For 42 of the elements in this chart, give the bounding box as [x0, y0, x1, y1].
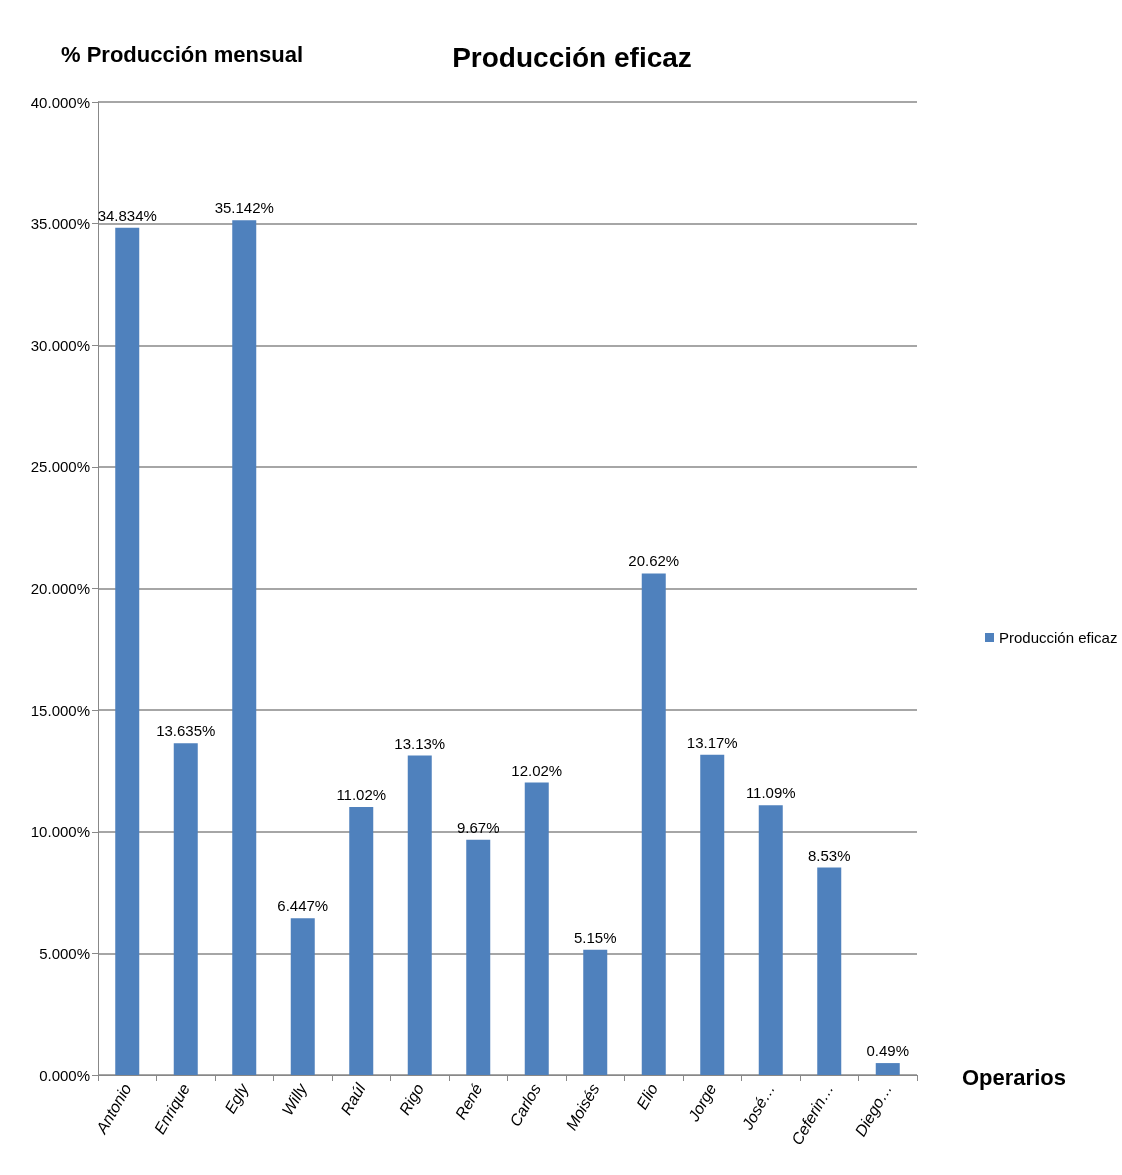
bar: [290, 918, 315, 1075]
bar: [641, 573, 666, 1075]
data-label: 6.447%: [277, 897, 329, 915]
data-label: 13.13%: [394, 734, 446, 752]
y-tick-label: 0.000%: [39, 1066, 90, 1084]
y-tick-label: 15.000%: [30, 701, 90, 719]
y-axis-title: % Producción mensual: [61, 41, 304, 67]
data-label: 11.02%: [336, 785, 387, 803]
bar: [524, 782, 549, 1075]
data-label: 12.02%: [511, 761, 563, 779]
bar: [583, 949, 608, 1075]
data-label: 9.67%: [456, 818, 500, 836]
y-tick-label: 20.000%: [30, 580, 90, 597]
data-label: 20.62%: [628, 552, 680, 570]
x-axis-title: Operarios: [962, 1064, 1066, 1090]
y-tick-label: 10.000%: [30, 823, 90, 841]
bar: [407, 755, 432, 1075]
data-label: 34.834%: [97, 206, 157, 224]
data-label: 13.635%: [156, 722, 216, 740]
data-label: 5.15%: [573, 928, 617, 946]
y-tick-label: 40.000%: [30, 93, 90, 111]
data-label: 0.49%: [866, 1042, 910, 1060]
bar: [875, 1063, 900, 1075]
data-label: 35.142%: [214, 199, 274, 217]
bar: [466, 839, 491, 1075]
data-label: 11.09%: [745, 784, 796, 802]
data-label: 13.17%: [686, 733, 738, 751]
bar: [758, 805, 783, 1075]
y-tick-label: 25.000%: [30, 458, 90, 476]
bar: [173, 743, 198, 1075]
x-tick-label: Elio: [633, 1080, 662, 1113]
y-tick-label: 30.000%: [30, 336, 90, 354]
y-tick-label: 35.000%: [30, 215, 90, 233]
y-tick-label: 5.000%: [39, 944, 90, 962]
bar: [349, 806, 374, 1075]
chart-title: Producción eficaz: [452, 41, 692, 73]
bar: [700, 754, 725, 1075]
bar: [115, 227, 140, 1075]
bar: [232, 220, 257, 1075]
data-label: 8.53%: [807, 846, 851, 864]
legend-label: Producción eficaz: [999, 629, 1118, 646]
bar: [817, 867, 842, 1075]
